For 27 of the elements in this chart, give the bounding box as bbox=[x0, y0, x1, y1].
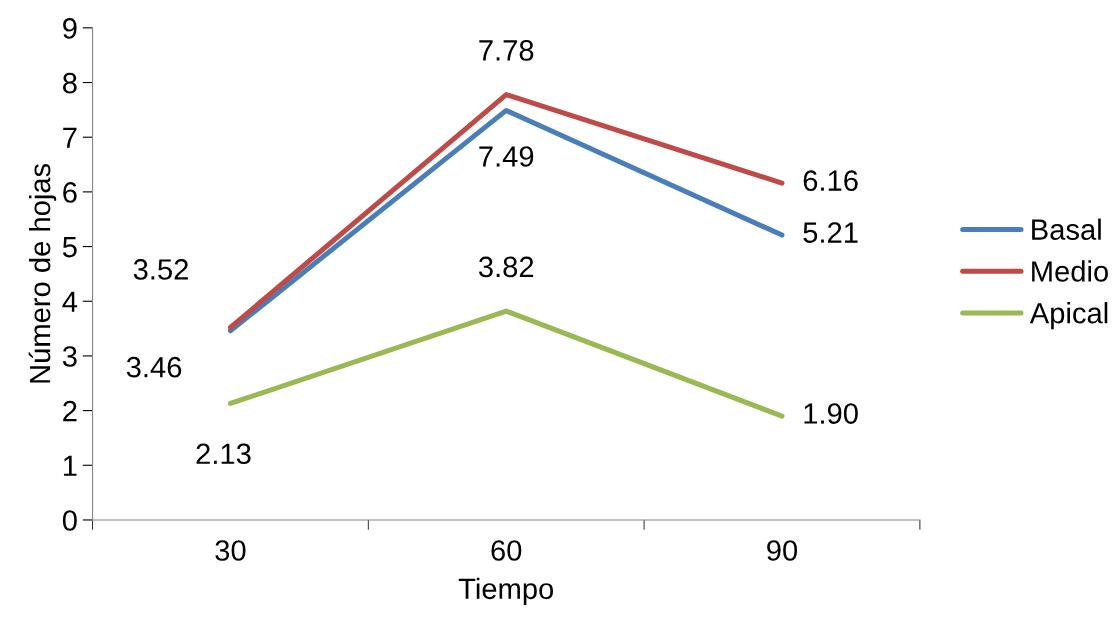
legend-label: Basal bbox=[1032, 218, 1101, 240]
y-tick-label: 4 bbox=[62, 291, 78, 312]
x-tick-label: 30 bbox=[215, 540, 246, 561]
y-tick-label: 1 bbox=[63, 455, 77, 476]
legend-label: Apical bbox=[1029, 302, 1108, 330]
y-tick-label: 2 bbox=[63, 400, 77, 422]
y-tick-label: 6 bbox=[63, 182, 77, 203]
y-tick-label: 5 bbox=[62, 237, 77, 258]
data-label: 7.49 bbox=[479, 146, 534, 167]
data-label: 6.16 bbox=[803, 170, 858, 191]
y-tick-label: 7 bbox=[63, 127, 77, 148]
legend-label: Medio bbox=[1032, 260, 1108, 282]
data-label: 5.21 bbox=[803, 222, 858, 243]
y-axis-title: Número de hojas bbox=[28, 163, 57, 383]
data-label: 7.78 bbox=[479, 40, 534, 61]
data-label: 1.90 bbox=[804, 403, 858, 424]
x-tick-label: 90 bbox=[767, 540, 798, 561]
x-tick-label: 60 bbox=[491, 540, 522, 561]
data-label: 3.82 bbox=[478, 256, 534, 278]
x-axis-title: Tiempo bbox=[458, 577, 554, 605]
y-tick-label: 0 bbox=[62, 510, 77, 531]
data-label: 3.46 bbox=[126, 356, 182, 378]
data-label: 3.52 bbox=[133, 259, 188, 280]
y-tick-label: 8 bbox=[63, 72, 77, 94]
data-label: 2.13 bbox=[196, 443, 251, 465]
y-tick-label: 3 bbox=[62, 346, 77, 367]
y-tick-label: 9 bbox=[63, 18, 77, 39]
